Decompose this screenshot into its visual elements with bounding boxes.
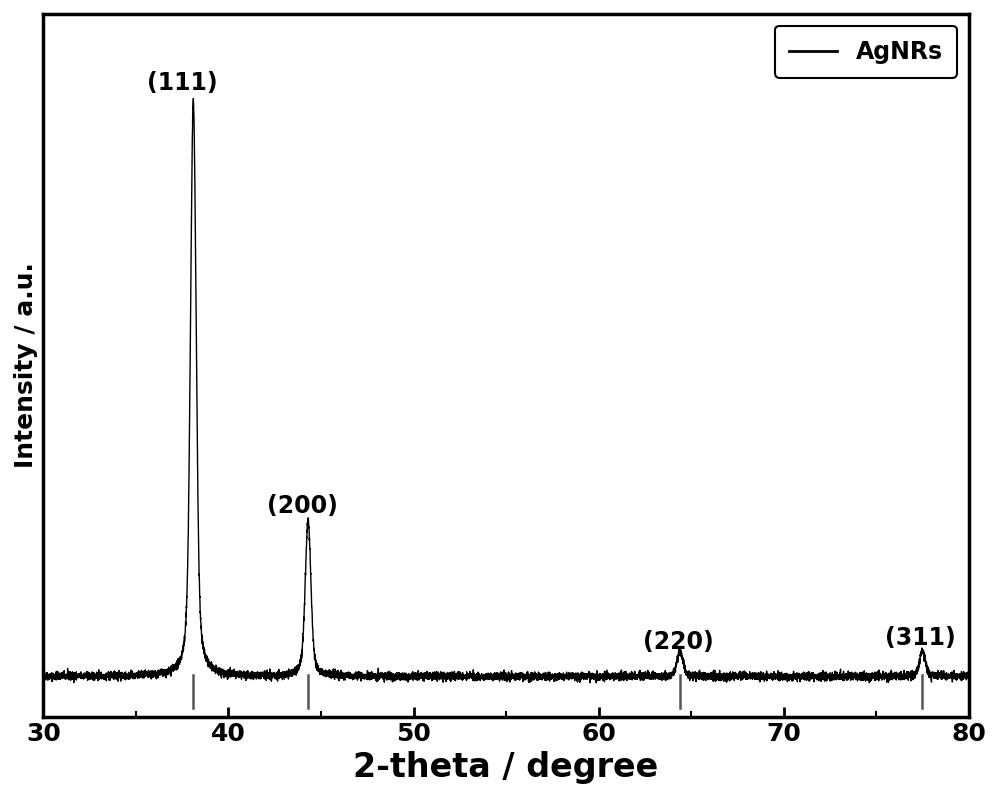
Y-axis label: Intensity / a.u.: Intensity / a.u. — [14, 263, 38, 468]
Legend: AgNRs: AgNRs — [775, 26, 957, 78]
AgNRs — [723, 673, 735, 682]
Line: AgNRs: AgNRs — [43, 98, 969, 683]
AgNRs — [84, 671, 96, 681]
AgNRs — [373, 668, 385, 678]
AgNRs — [963, 667, 975, 677]
Text: (111): (111) — [147, 71, 218, 95]
AgNRs — [863, 678, 875, 688]
X-axis label: 2-theta / degree: 2-theta / degree — [353, 751, 659, 784]
AgNRs — [585, 671, 597, 681]
AgNRs — [37, 670, 49, 680]
AgNRs — [773, 676, 785, 685]
Text: (311): (311) — [885, 626, 956, 650]
Text: (200): (200) — [267, 494, 338, 518]
Text: (220): (220) — [643, 630, 714, 654]
AgNRs — [187, 93, 199, 103]
AgNRs — [625, 674, 637, 683]
